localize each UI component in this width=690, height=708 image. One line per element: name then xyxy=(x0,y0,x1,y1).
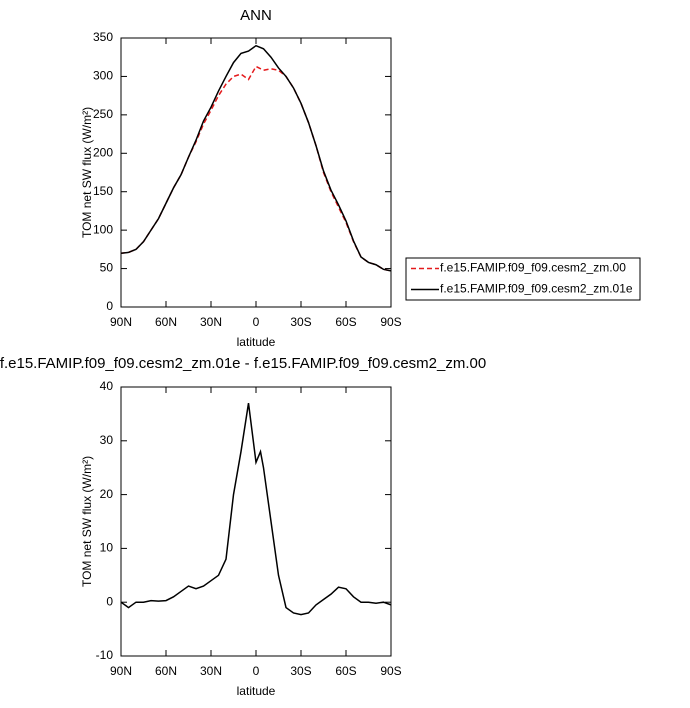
x-tick-label: 60N xyxy=(155,315,177,329)
plot-frame xyxy=(120,386,392,657)
y-tick-label: 0 xyxy=(106,594,113,608)
x-tick-label: 30N xyxy=(200,315,222,329)
y-tick-label: 150 xyxy=(93,184,113,198)
y-axis-label: TOM net SW flux (W/m²) xyxy=(80,456,94,587)
plot-frame xyxy=(120,37,392,308)
data-line xyxy=(120,44,392,272)
x-axis-label: latitude xyxy=(237,684,276,698)
x-tick-label: 60S xyxy=(335,664,356,678)
y-tick-label: -10 xyxy=(96,648,114,662)
y-tick-label: 350 xyxy=(93,30,113,44)
x-axis-label: latitude xyxy=(237,335,276,349)
data-line xyxy=(120,65,392,272)
y-axis-label: TOM net SW flux (W/m²) xyxy=(80,107,94,238)
legend-label: f.e15.FAMIP.f09_f09.cesm2_zm.00 xyxy=(440,261,626,275)
y-tick-label: 200 xyxy=(93,145,113,159)
x-tick-label: 90N xyxy=(110,315,132,329)
y-tick-label: 300 xyxy=(93,69,113,83)
chart-title: ANN xyxy=(240,7,272,24)
y-tick-label: 10 xyxy=(100,541,114,555)
y-tick-label: 20 xyxy=(100,487,114,501)
legend-label: f.e15.FAMIP.f09_f09.cesm2_zm.01e xyxy=(440,282,633,296)
legend-box xyxy=(405,257,641,301)
x-tick-label: 30S xyxy=(290,315,311,329)
data-line xyxy=(120,403,392,616)
x-tick-label: 30N xyxy=(200,664,222,678)
x-tick-label: 0 xyxy=(253,315,260,329)
y-tick-label: 100 xyxy=(93,222,113,236)
chart-title: f.e15.FAMIP.f09_f09.cesm2_zm.01e - f.e15… xyxy=(0,355,486,372)
x-tick-label: 90S xyxy=(380,315,401,329)
x-tick-label: 60S xyxy=(335,315,356,329)
x-tick-label: 90S xyxy=(380,664,401,678)
x-tick-label: 90N xyxy=(110,664,132,678)
y-tick-label: 50 xyxy=(100,261,114,275)
y-tick-label: 250 xyxy=(93,107,113,121)
y-tick-label: 0 xyxy=(106,299,113,313)
x-tick-label: 30S xyxy=(290,664,311,678)
y-tick-label: 40 xyxy=(100,379,114,393)
y-tick-label: 30 xyxy=(100,433,114,447)
x-tick-label: 60N xyxy=(155,664,177,678)
x-tick-label: 0 xyxy=(253,664,260,678)
